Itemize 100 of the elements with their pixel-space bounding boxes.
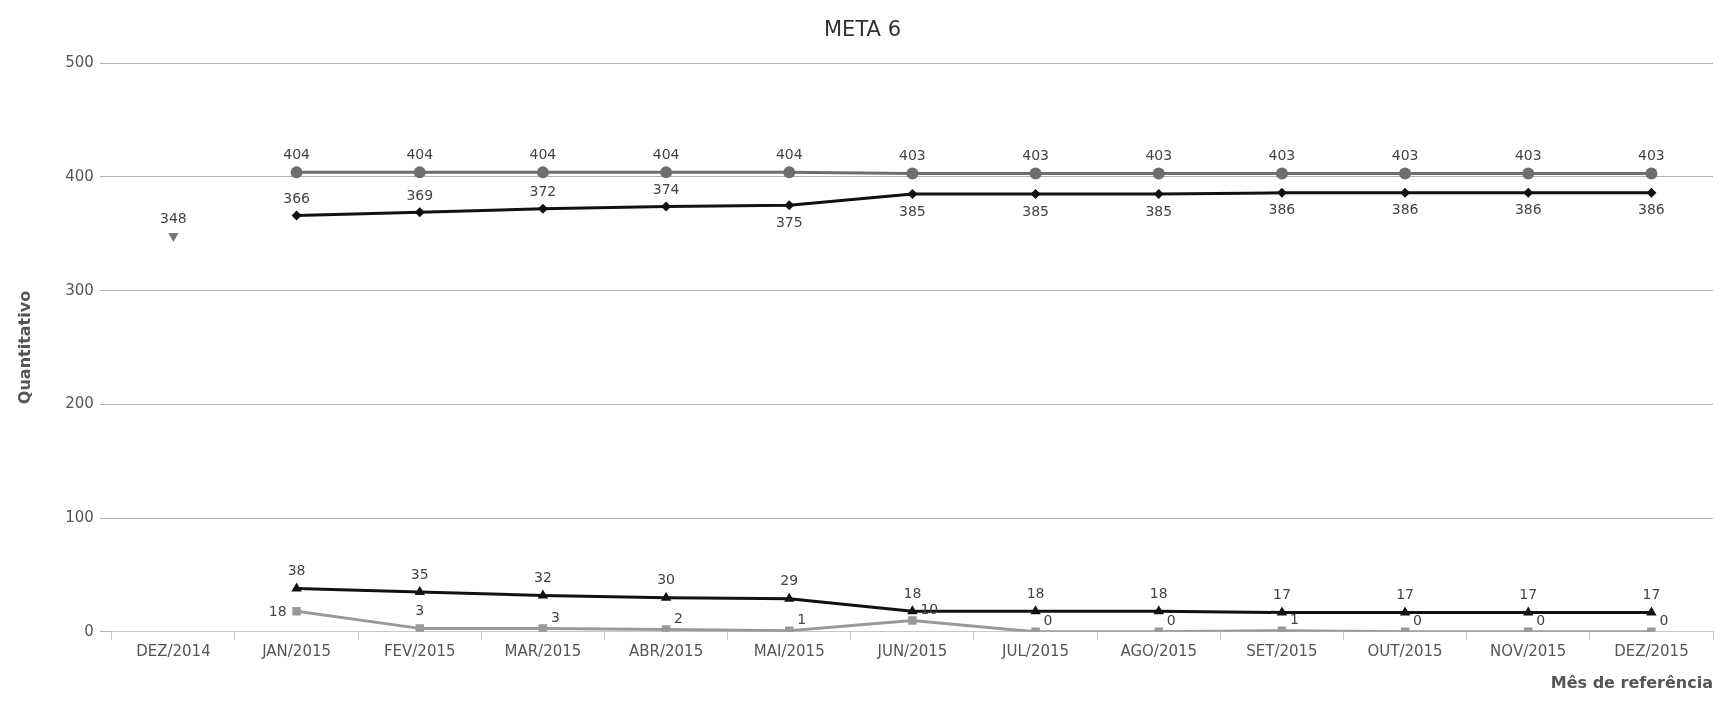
- x-tick-label: DEZ/2015: [1614, 641, 1689, 660]
- data-label: 369: [406, 186, 434, 203]
- data-label: 375: [775, 213, 803, 230]
- data-label: 403: [1514, 147, 1542, 164]
- x-tick-label: JUN/2015: [876, 641, 948, 660]
- data-label: 348: [160, 209, 187, 226]
- point: [1030, 605, 1041, 615]
- x-tick-label: SET/2015: [1246, 641, 1318, 660]
- point: [1523, 187, 1534, 198]
- data-label: 3: [550, 609, 560, 626]
- data-label: 404: [406, 146, 434, 163]
- point: [291, 582, 302, 592]
- point: [784, 200, 795, 211]
- point: [292, 607, 301, 616]
- point: [414, 586, 425, 595]
- data-label: 18: [1026, 584, 1045, 601]
- x-tick-label: AGO/2015: [1120, 641, 1198, 660]
- data-label: 35: [410, 565, 429, 582]
- data-label: 0: [1536, 612, 1546, 629]
- data-label: 385: [1145, 202, 1173, 219]
- point: [1276, 606, 1288, 616]
- data-label: 2: [674, 610, 683, 627]
- y-tick-label: 400: [65, 166, 94, 185]
- data-label: 17: [1396, 586, 1414, 603]
- x-tick-label: MAR/2015: [504, 641, 582, 660]
- y-tick-label: 500: [65, 53, 94, 72]
- x-tick-label: MAI/2015: [753, 641, 825, 660]
- point: [1275, 167, 1288, 180]
- point: [660, 591, 672, 601]
- data-label: 404: [652, 146, 680, 163]
- data-label: 18: [903, 584, 922, 601]
- x-tick-label: JUL/2015: [1001, 641, 1070, 660]
- data-label: 385: [1022, 202, 1049, 219]
- point: [1030, 188, 1041, 199]
- data-label: 403: [1022, 147, 1049, 164]
- point: [1152, 167, 1165, 180]
- y-tick-label: 0: [84, 621, 94, 640]
- point: [1646, 187, 1657, 198]
- x-tick-label: NOV/2015: [1490, 641, 1567, 660]
- point: [291, 210, 302, 221]
- data-label: 0: [1166, 612, 1176, 629]
- data-label: 1: [797, 611, 807, 628]
- point: [1645, 167, 1658, 180]
- point: [784, 592, 795, 602]
- point: [413, 166, 426, 179]
- point: [290, 166, 303, 179]
- data-label: 17: [1519, 586, 1538, 603]
- point: [1153, 605, 1164, 615]
- point: [536, 166, 549, 179]
- data-label: 386: [1391, 201, 1419, 218]
- data-label: 1: [1289, 611, 1299, 628]
- y-tick-label: 100: [65, 507, 94, 526]
- data-label: 385: [899, 202, 926, 219]
- data-label: 404: [775, 146, 803, 163]
- data-label: 0: [1659, 612, 1669, 629]
- data-label: 404: [529, 146, 557, 163]
- point: [1522, 167, 1535, 180]
- point: [660, 166, 673, 179]
- data-label: 17: [1273, 586, 1291, 603]
- data-label: 374: [652, 181, 680, 198]
- point: [906, 167, 919, 180]
- data-label: 17: [1642, 586, 1661, 603]
- x-tick-label: DEZ/2014: [136, 641, 211, 660]
- data-label: 0: [1043, 612, 1053, 629]
- point: [1399, 606, 1411, 616]
- data-label: 386: [1268, 201, 1296, 218]
- chart-title: META 6: [824, 17, 901, 42]
- point: [907, 188, 918, 199]
- point: [907, 605, 918, 615]
- y-axis-title: Quantitativo: [14, 290, 34, 405]
- data-label: 386: [1514, 201, 1542, 218]
- data-label: 32: [534, 569, 552, 586]
- data-label: 29: [780, 572, 799, 589]
- data-label: 18: [1149, 584, 1168, 601]
- data-label: 372: [529, 183, 557, 200]
- point: [1399, 167, 1412, 180]
- x-tick-label: FEV/2015: [383, 641, 456, 660]
- data-label: 366: [283, 190, 311, 207]
- point: [1029, 167, 1042, 180]
- data-label: 403: [899, 147, 926, 164]
- data-label: 386: [1638, 201, 1665, 218]
- data-label: 403: [1391, 147, 1419, 164]
- data-label: 38: [287, 562, 306, 579]
- point: [783, 166, 796, 179]
- data-label: 403: [1638, 147, 1665, 164]
- data-label: 403: [1268, 147, 1296, 164]
- x-tick-label: ABR/2015: [628, 641, 704, 660]
- data-label: 0: [1413, 612, 1422, 629]
- x-tick-label: JAN/2015: [261, 641, 332, 660]
- y-tick-label: 200: [65, 394, 94, 413]
- data-label: 18: [268, 602, 287, 619]
- data-label: 404: [283, 146, 311, 163]
- y-tick-label: 300: [65, 280, 94, 299]
- point: [908, 616, 917, 625]
- data-label: 30: [657, 571, 675, 588]
- x-tick-label: OUT/2015: [1367, 641, 1443, 660]
- data-label: 403: [1145, 147, 1173, 164]
- data-label: 3: [415, 602, 425, 619]
- x-axis-title: Mês de referência: [1550, 672, 1713, 692]
- point: [537, 589, 549, 599]
